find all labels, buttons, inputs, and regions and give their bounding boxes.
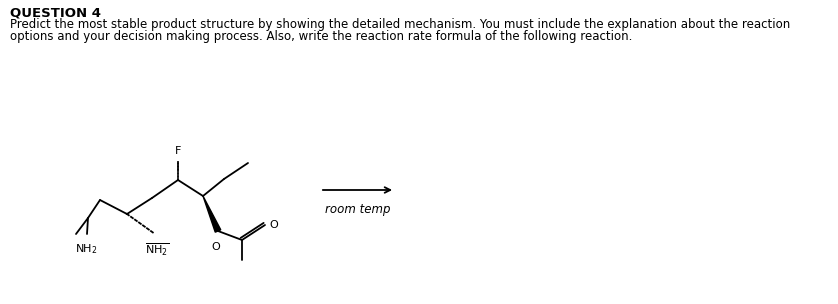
Text: QUESTION 4: QUESTION 4	[10, 6, 101, 19]
Text: F: F	[175, 146, 181, 156]
Polygon shape	[203, 196, 220, 232]
Text: Predict the most stable product structure by showing the detailed mechanism. You: Predict the most stable product structur…	[10, 18, 790, 31]
Text: O: O	[269, 220, 277, 230]
Text: $\mathregular{\overline{NH_2}}$: $\mathregular{\overline{NH_2}}$	[145, 242, 169, 258]
Text: O: O	[212, 242, 220, 252]
Text: options and your decision making process. Also, write the reaction rate formula : options and your decision making process…	[10, 30, 633, 43]
Text: room temp: room temp	[325, 203, 391, 216]
Text: NH$_2$: NH$_2$	[75, 242, 97, 256]
